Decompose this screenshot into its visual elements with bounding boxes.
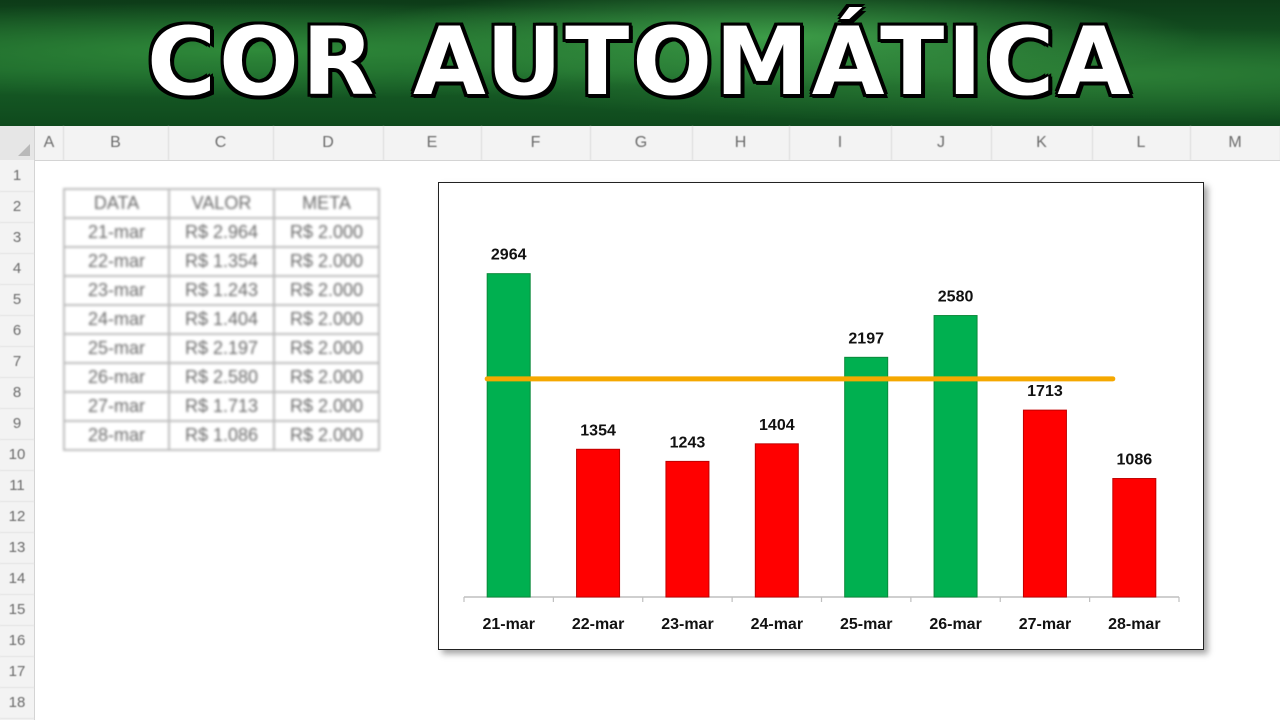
data-table: DATA VALOR META 21-mar R$ 2.964 R$ 2.000… [63, 188, 380, 451]
bar-25-mar[interactable] [844, 356, 889, 598]
table-cell[interactable]: R$ 2.000 [273, 362, 380, 393]
table-row: 28-mar R$ 1.086 R$ 2.000 [63, 420, 380, 451]
column-header-f[interactable]: F [481, 126, 591, 160]
row-header-2[interactable]: 2 [0, 191, 34, 223]
bar-27-mar[interactable] [1022, 409, 1067, 598]
column-header-c[interactable]: C [168, 126, 274, 160]
data-label-21-mar: 2964 [491, 247, 527, 264]
data-label-27-mar: 1713 [1027, 383, 1063, 400]
tick-label-28-mar: 28-mar [1108, 616, 1160, 633]
table-cell[interactable]: R$ 2.000 [273, 304, 380, 335]
table-cell[interactable]: 21-mar [63, 217, 170, 248]
row-header-18[interactable]: 18 [0, 687, 34, 719]
column-header-e[interactable]: E [383, 126, 482, 160]
row-header-5[interactable]: 5 [0, 284, 34, 316]
tick-label-23-mar: 23-mar [661, 616, 713, 633]
bar-21-mar[interactable] [486, 273, 531, 598]
row-headers: 1 2 3 4 5 6 7 8 9 10 11 12 13 14 15 16 1… [0, 160, 35, 720]
table-cell[interactable]: R$ 1.243 [168, 275, 275, 306]
data-label-23-mar: 1243 [670, 434, 706, 451]
bar-22-mar[interactable] [576, 448, 621, 598]
table-cell[interactable]: R$ 2.000 [273, 391, 380, 422]
select-all-corner[interactable] [0, 126, 35, 160]
bar-24-mar[interactable] [754, 443, 799, 598]
table-cell[interactable]: 25-mar [63, 333, 170, 364]
table-header-data[interactable]: DATA [63, 188, 170, 219]
table-row: 24-mar R$ 1.404 R$ 2.000 [63, 304, 380, 335]
row-header-1[interactable]: 1 [0, 160, 34, 192]
table-cell[interactable]: 28-mar [63, 420, 170, 451]
table-row: 25-mar R$ 2.197 R$ 2.000 [63, 333, 380, 364]
row-header-16[interactable]: 16 [0, 625, 34, 657]
column-header-a[interactable]: A [35, 126, 64, 160]
table-header-valor[interactable]: VALOR [168, 188, 275, 219]
row-header-13[interactable]: 13 [0, 532, 34, 564]
row-header-10[interactable]: 10 [0, 439, 34, 471]
table-cell[interactable]: R$ 1.713 [168, 391, 275, 422]
table-row: 26-mar R$ 2.580 R$ 2.000 [63, 362, 380, 393]
row-header-15[interactable]: 15 [0, 594, 34, 626]
table-cell[interactable]: R$ 2.000 [273, 333, 380, 364]
column-header-g[interactable]: G [590, 126, 693, 160]
table-row: 23-mar R$ 1.243 R$ 2.000 [63, 275, 380, 306]
table-row: 27-mar R$ 1.713 R$ 2.000 [63, 391, 380, 422]
row-header-17[interactable]: 17 [0, 656, 34, 688]
row-header-14[interactable]: 14 [0, 563, 34, 595]
table-cell[interactable]: 23-mar [63, 275, 170, 306]
data-label-24-mar: 1404 [759, 417, 795, 434]
table-cell[interactable]: 27-mar [63, 391, 170, 422]
column-chart[interactable]: 2964 21-mar 1354 22-mar 1243 23-mar 1404 24-mar… [438, 182, 1204, 650]
table-cell[interactable]: R$ 1.404 [168, 304, 275, 335]
table-cell[interactable]: R$ 2.000 [273, 246, 380, 277]
row-header-6[interactable]: 6 [0, 315, 34, 347]
table-cell[interactable]: 24-mar [63, 304, 170, 335]
tick-label-24-mar: 24-mar [751, 616, 803, 633]
row-header-11[interactable]: 11 [0, 470, 34, 502]
row-header-9[interactable]: 9 [0, 408, 34, 440]
row-header-7[interactable]: 7 [0, 346, 34, 378]
tick-label-26-mar: 26-mar [929, 616, 981, 633]
column-header-b[interactable]: B [63, 126, 169, 160]
table-row: 22-mar R$ 1.354 R$ 2.000 [63, 246, 380, 277]
table-cell[interactable]: R$ 2.580 [168, 362, 275, 393]
column-header-m[interactable]: M [1190, 126, 1280, 160]
bar-28-mar[interactable] [1112, 478, 1157, 598]
column-header-h[interactable]: H [692, 126, 790, 160]
row-header-4[interactable]: 4 [0, 253, 34, 285]
tick-label-25-mar: 25-mar [840, 616, 892, 633]
bar-26-mar[interactable] [933, 315, 978, 598]
table-header-row: DATA VALOR META [63, 188, 380, 219]
data-label-28-mar: 1086 [1117, 452, 1153, 469]
table-row: 21-mar R$ 2.964 R$ 2.000 [63, 217, 380, 248]
data-label-22-mar: 1354 [580, 422, 616, 439]
tick-label-21-mar: 21-mar [482, 616, 534, 633]
tick-label-27-mar: 27-mar [1019, 616, 1071, 633]
table-cell[interactable]: R$ 2.000 [273, 217, 380, 248]
table-cell[interactable]: R$ 2.000 [273, 420, 380, 451]
table-cell[interactable]: R$ 1.354 [168, 246, 275, 277]
table-cell[interactable]: R$ 2.964 [168, 217, 275, 248]
video-banner: COR AUTOMÁTICA [0, 0, 1280, 126]
table-header-meta[interactable]: META [273, 188, 380, 219]
data-label-26-mar: 2580 [938, 289, 974, 306]
column-header-j[interactable]: J [891, 126, 992, 160]
column-header-d[interactable]: D [273, 126, 384, 160]
row-header-3[interactable]: 3 [0, 222, 34, 254]
table-cell[interactable]: 26-mar [63, 362, 170, 393]
column-headers: A B C D E F G H I J K L M [0, 126, 1280, 161]
tick-label-22-mar: 22-mar [572, 616, 624, 633]
bar-23-mar[interactable] [665, 460, 710, 598]
table-cell[interactable]: R$ 1.086 [168, 420, 275, 451]
column-header-i[interactable]: I [789, 126, 892, 160]
table-cell[interactable]: 22-mar [63, 246, 170, 277]
data-label-25-mar: 2197 [848, 330, 884, 347]
column-header-k[interactable]: K [991, 126, 1093, 160]
table-cell[interactable]: R$ 2.000 [273, 275, 380, 306]
column-header-l[interactable]: L [1092, 126, 1191, 160]
row-header-8[interactable]: 8 [0, 377, 34, 409]
row-header-12[interactable]: 12 [0, 501, 34, 533]
table-cell[interactable]: R$ 2.197 [168, 333, 275, 364]
chart-canvas: 2964 21-mar 1354 22-mar 1243 23-mar 1404 24-mar… [463, 247, 1180, 633]
banner-title: COR AUTOMÁTICA [146, 8, 1134, 117]
